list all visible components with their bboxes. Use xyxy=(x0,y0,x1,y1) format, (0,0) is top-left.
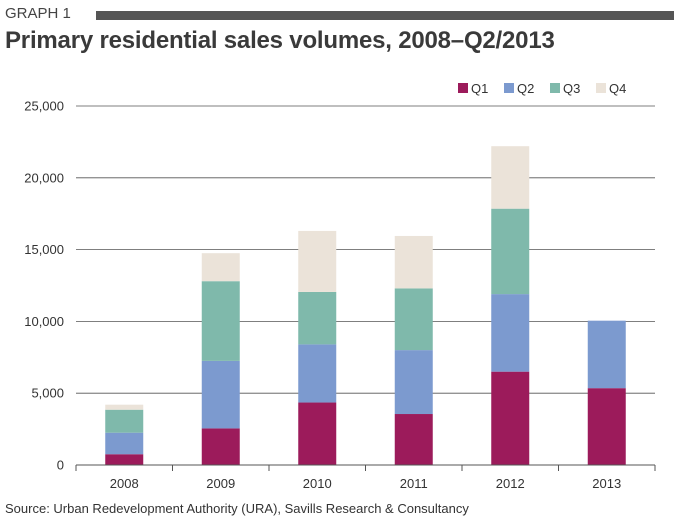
bar-segment-q3-2010 xyxy=(298,291,337,345)
bar-segment-q4-2011 xyxy=(394,235,433,289)
x-tick-label: 2012 xyxy=(496,476,525,491)
bar-segment-q1-2011 xyxy=(394,414,433,465)
bar-segment-q1-2008 xyxy=(105,454,144,465)
x-tick-label: 2008 xyxy=(110,476,139,491)
x-axis: 2008 2009 2010 2011 2012 2013 xyxy=(75,464,656,491)
x-tick-label: 2013 xyxy=(592,476,621,491)
bar-segment-q3-2009 xyxy=(201,281,240,361)
x-tick-label: 2009 xyxy=(206,476,235,491)
bar-segment-q1-2009 xyxy=(201,428,240,465)
bars xyxy=(105,146,626,465)
bar-segment-q2-2011 xyxy=(394,350,433,415)
bar-segment-q2-2009 xyxy=(201,360,240,429)
legend-label-q3: Q3 xyxy=(563,81,580,96)
bar-segment-q2-2013 xyxy=(587,320,626,389)
legend-label-q2: Q2 xyxy=(517,81,534,96)
chart-title: Primary residential sales volumes, 2008–… xyxy=(5,27,555,54)
legend-swatch-q1 xyxy=(458,83,468,93)
y-tick-label: 0 xyxy=(57,458,64,473)
bar-segment-q4-2010 xyxy=(298,230,337,292)
x-tick-label: 2010 xyxy=(303,476,332,491)
y-axis: 0 5,000 10,000 15,000 20,000 25,000 xyxy=(24,99,64,473)
legend-label-q1: Q1 xyxy=(471,81,488,96)
bar-segment-q2-2012 xyxy=(491,294,530,372)
legend-swatch-q2 xyxy=(504,83,514,93)
legend-label-q4: Q4 xyxy=(609,81,626,96)
y-tick-label: 5,000 xyxy=(31,386,64,401)
graph-label: GRAPH 1 xyxy=(5,5,71,22)
legend: Q1 Q2 Q3 Q4 xyxy=(458,81,626,96)
bar-segment-q2-2010 xyxy=(298,344,337,403)
bar-segment-q1-2010 xyxy=(298,402,337,465)
bar-segment-q1-2013 xyxy=(587,388,626,465)
bar-segment-q3-2008 xyxy=(105,409,144,433)
y-tick-label: 15,000 xyxy=(24,242,64,257)
y-tick-label: 10,000 xyxy=(24,314,64,329)
legend-swatch-q3 xyxy=(550,83,560,93)
gridlines xyxy=(76,105,655,394)
x-tick-label: 2011 xyxy=(400,476,428,491)
bar-segment-q1-2012 xyxy=(491,371,530,465)
bar-segment-q4-2008 xyxy=(105,404,144,410)
bar-segment-q3-2011 xyxy=(394,288,433,351)
bar-segment-q4-2009 xyxy=(201,253,240,282)
bar-segment-q2-2008 xyxy=(105,432,144,455)
source-note: Source: Urban Redevelopment Authority (U… xyxy=(5,501,469,516)
legend-swatch-q4 xyxy=(596,83,606,93)
header-rule xyxy=(96,11,674,20)
bar-segment-q3-2012 xyxy=(491,208,530,295)
bar-segment-q4-2012 xyxy=(491,146,530,209)
y-tick-label: 25,000 xyxy=(24,99,64,114)
y-tick-label: 20,000 xyxy=(24,170,64,185)
